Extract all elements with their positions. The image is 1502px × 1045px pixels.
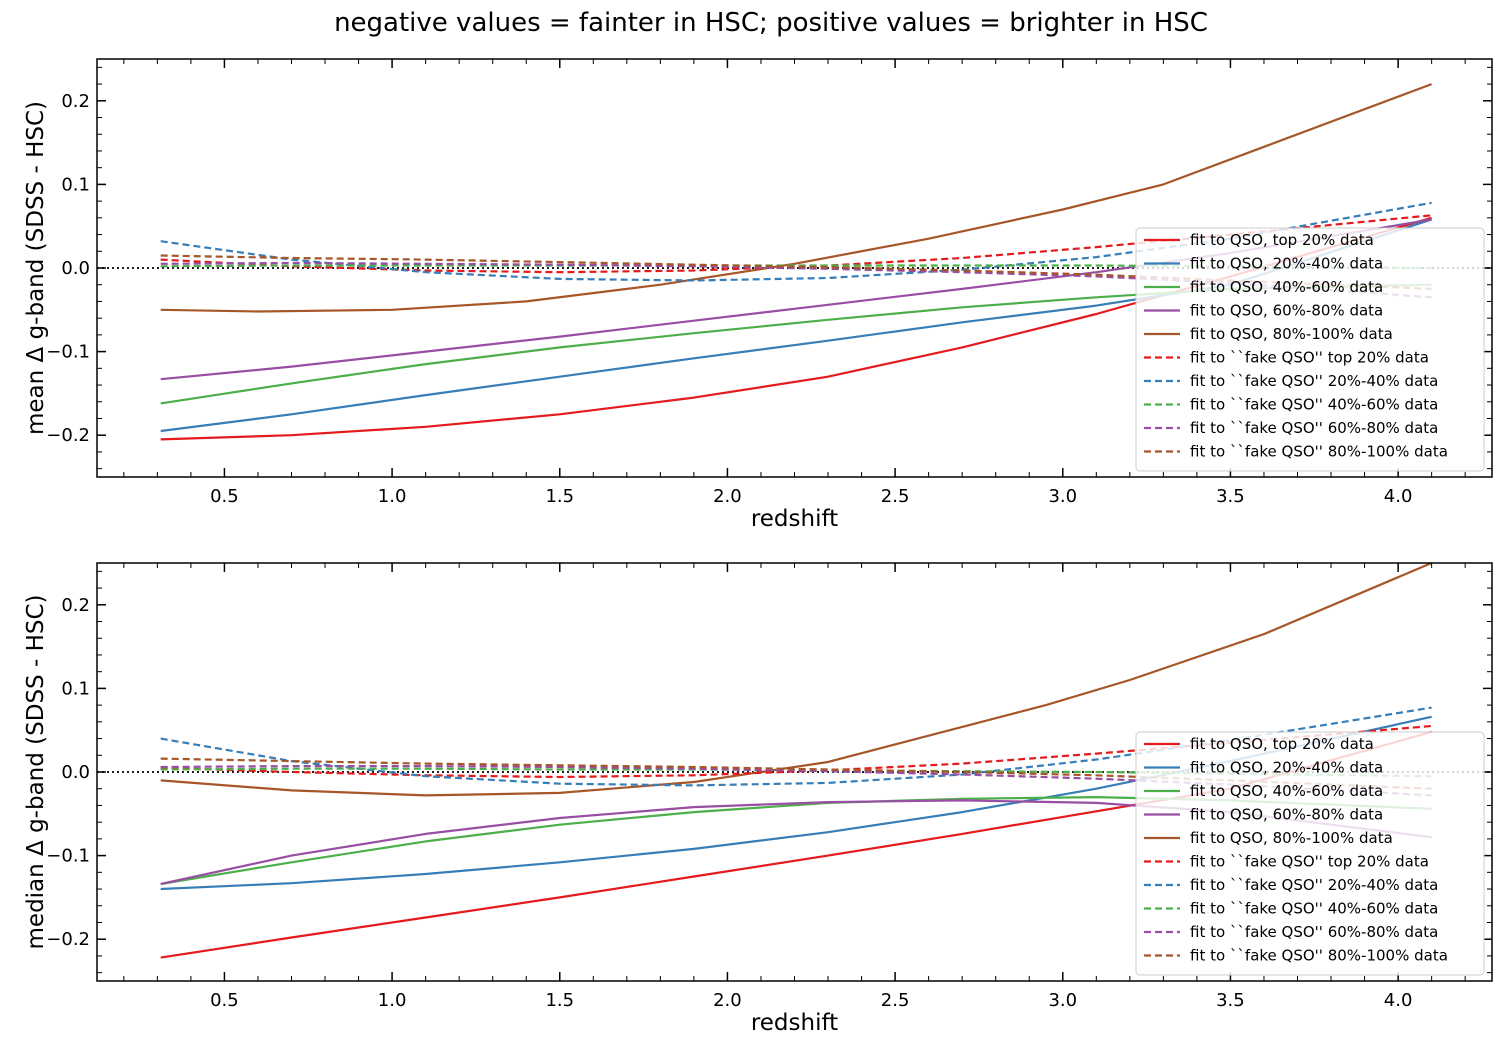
legend-label-8: fit to ``fake QSO'' 40%-60% data — [1190, 396, 1438, 414]
y-tick-label: −0.1 — [46, 342, 90, 363]
legend-label-5: fit to QSO, 80%-100% data — [1190, 829, 1393, 847]
legend: fit to QSO, top 20% data fit to QSO, 20%-… — [1135, 731, 1485, 976]
legend-label-1: fit to QSO, top 20% data — [1190, 735, 1374, 753]
legend: fit to QSO, top 20% data fit to QSO, 20%-… — [1135, 227, 1485, 472]
legend-label-7: fit to ``fake QSO'' 20%-40% data — [1190, 876, 1438, 894]
x-tick-label: 1.5 — [545, 990, 574, 1011]
y-tick-label: 0.1 — [61, 678, 90, 699]
x-tick-label: 1.0 — [378, 990, 407, 1011]
legend-box — [1135, 731, 1485, 976]
x-tick-label: 4.0 — [1384, 990, 1413, 1011]
y-tick-label: 0.2 — [61, 91, 90, 112]
legend-label-4: fit to QSO, 60%-80% data — [1190, 302, 1383, 320]
legend-label-5: fit to QSO, 80%-100% data — [1190, 325, 1393, 343]
legend-label-9: fit to ``fake QSO'' 60%-80% data — [1190, 419, 1438, 437]
y-tick-label: −0.2 — [46, 929, 90, 950]
legend-label-2: fit to QSO, 20%-40% data — [1190, 759, 1383, 777]
x-tick-label: 3.0 — [1048, 990, 1077, 1011]
x-tick-label: 3.5 — [1216, 486, 1245, 507]
axes-layer: 0.5 1.0 1.5 2.0 2.5 3.0 3.5 4.0 −0.2 −0.1 0.0 0.1 0.… — [23, 58, 1493, 1036]
legend-label-6: fit to ``fake QSO'' top 20% data — [1190, 853, 1429, 871]
x-tick-label: 3.0 — [1048, 486, 1077, 507]
x-tick-label: 2.5 — [881, 486, 910, 507]
x-tick-label: 3.5 — [1216, 990, 1245, 1011]
chart-panel-2: 0.5 1.0 1.5 2.0 2.5 3.0 3.5 4.0 −0.2 −0.1 0.0 0.1 0.… — [23, 561, 1493, 1036]
legend-label-1: fit to QSO, top 20% data — [1190, 231, 1374, 249]
legend-box — [1135, 227, 1485, 472]
chart-panel-1: 0.5 1.0 1.5 2.0 2.5 3.0 3.5 4.0 −0.2 −0.1 0.0 0.1 0.… — [23, 58, 1493, 532]
x-axis-label: redshift — [751, 506, 838, 532]
legend-label-6: fit to ``fake QSO'' top 20% data — [1190, 349, 1429, 367]
y-axis-label: median Δ g-band (SDSS - HSC) — [23, 595, 49, 950]
x-tick-label: 1.5 — [545, 486, 574, 507]
series-line-5 — [160, 561, 1433, 797]
legend-label-9: fit to ``fake QSO'' 60%-80% data — [1190, 923, 1438, 941]
y-axis-label: mean Δ g-band (SDSS - HSC) — [23, 101, 49, 435]
x-tick-label: 0.5 — [210, 990, 239, 1011]
legend-label-7: fit to ``fake QSO'' 20%-40% data — [1190, 372, 1438, 390]
x-tick-label: 1.0 — [378, 486, 407, 507]
x-tick-label: 0.5 — [210, 486, 239, 507]
legend-label-10: fit to ``fake QSO'' 80%-100% data — [1190, 947, 1448, 965]
y-tick-label: −0.2 — [46, 425, 90, 446]
x-tick-label: 2.0 — [713, 486, 742, 507]
figure-suptitle: negative values = fainter in HSC; positi… — [334, 8, 1208, 38]
legend-label-3: fit to QSO, 40%-60% data — [1190, 782, 1383, 800]
x-tick-label: 4.0 — [1384, 486, 1413, 507]
y-tick-label: 0.0 — [61, 258, 90, 279]
series-line-5 — [160, 83, 1432, 313]
legend-label-8: fit to ``fake QSO'' 40%-60% data — [1190, 900, 1438, 918]
x-axis-label: redshift — [751, 1010, 838, 1036]
legend-label-3: fit to QSO, 40%-60% data — [1190, 278, 1383, 296]
legend-label-2: fit to QSO, 20%-40% data — [1190, 255, 1383, 273]
x-tick-label: 2.0 — [713, 990, 742, 1011]
legend-label-4: fit to QSO, 60%-80% data — [1190, 806, 1383, 824]
y-tick-label: −0.1 — [46, 846, 90, 867]
legend-label-10: fit to ``fake QSO'' 80%-100% data — [1190, 443, 1448, 461]
y-tick-label: 0.1 — [61, 174, 90, 195]
y-tick-label: 0.0 — [61, 762, 90, 783]
y-tick-label: 0.2 — [61, 595, 90, 616]
x-tick-label: 2.5 — [881, 990, 910, 1011]
